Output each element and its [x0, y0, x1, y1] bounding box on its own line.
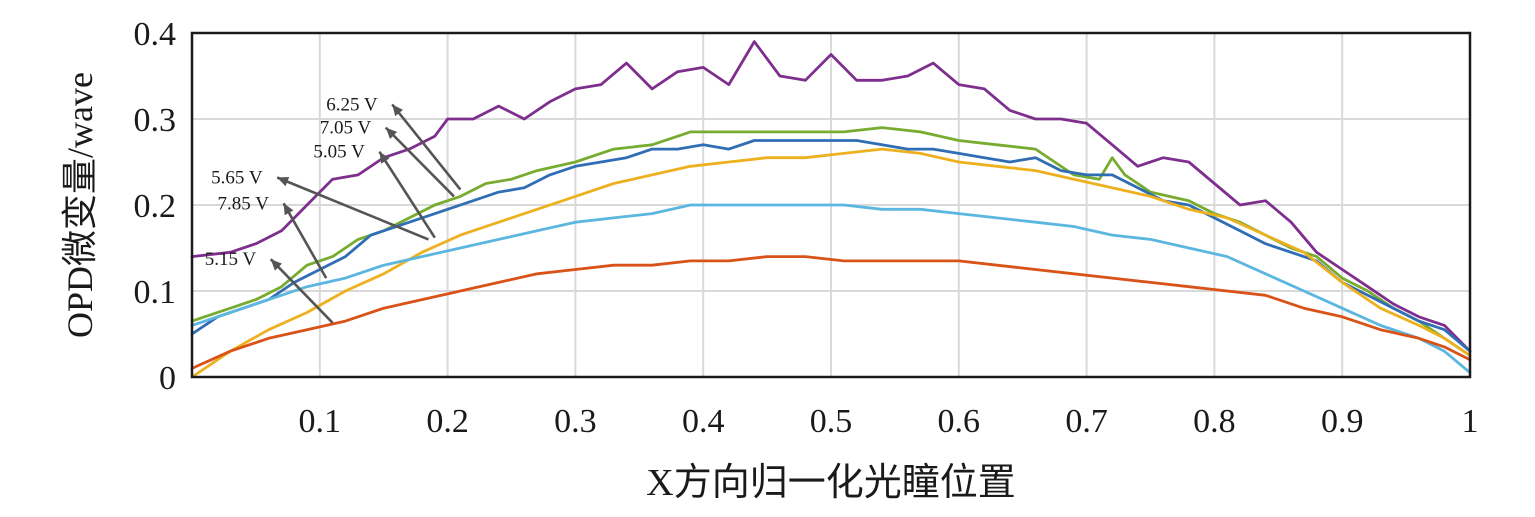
- annotation-arrow: [378, 150, 436, 239]
- x-tick-label: 0.6: [938, 403, 981, 440]
- plot-frame: [190, 31, 1472, 379]
- series-line-6-25-v: [190, 40, 1472, 353]
- annotation-arrow: [276, 176, 429, 241]
- y-tick-label: 0.3: [134, 102, 177, 139]
- series-line-5-15-v: [190, 255, 1472, 370]
- series-line-7-85-v: [190, 203, 1472, 375]
- annotation-arrowhead: [392, 104, 403, 117]
- x-tick-label: 1: [1462, 403, 1479, 440]
- y-tick-labels: 0 0.1 0.2 0.3 0.4: [134, 16, 177, 397]
- x-tick-labels: 0.1 0.2 0.3 0.4 0.5 0.6 0.7 0.8 0.9 1: [299, 403, 1479, 440]
- y-tick-label: 0.2: [134, 188, 177, 225]
- x-tick-label: 0.5: [810, 403, 853, 440]
- annotation-arrowhead: [379, 151, 390, 164]
- annotation-arrowhead: [283, 203, 294, 216]
- y-tick-label: 0.1: [134, 274, 177, 311]
- series-lines: [190, 40, 1472, 379]
- annotation-arrow: [269, 258, 334, 324]
- x-tick-label: 0.8: [1193, 403, 1236, 440]
- annotation-arrow: [384, 126, 455, 198]
- x-tick-label: 0.1: [299, 403, 342, 440]
- y-tick-label: 0.4: [134, 16, 177, 53]
- annotation-arrow: [391, 103, 462, 191]
- x-tick-label: 0.4: [682, 403, 725, 440]
- annotation-arrowhead: [277, 177, 290, 187]
- annotation-arrowhead: [385, 127, 398, 139]
- annotation-arrow: [282, 202, 328, 279]
- annotation-label: 7.85 V: [218, 193, 270, 214]
- annotations: 6.25 V 7.05 V 5.05 V 5.65 V 7.85 V 5.15 V: [205, 94, 462, 324]
- series-line-5-05-v: [190, 139, 1472, 353]
- y-axis-title: OPD微变量/wave: [60, 72, 100, 338]
- x-tick-label: 0.9: [1321, 403, 1364, 440]
- annotation-label: 6.25 V: [326, 94, 378, 115]
- annotation-label: 5.65 V: [211, 168, 263, 189]
- x-axis-title: X方向归一化光瞳位置: [646, 462, 1015, 504]
- annotation-label: 5.15 V: [205, 249, 257, 270]
- annotation-label: 5.05 V: [313, 142, 365, 163]
- annotation-label: 7.05 V: [320, 118, 372, 139]
- x-tick-label: 0.2: [426, 403, 469, 440]
- x-tick-label: 0.7: [1065, 403, 1108, 440]
- annotation-arrowhead: [270, 259, 282, 271]
- y-tick-label: 0: [159, 360, 176, 397]
- x-tick-label: 0.3: [554, 403, 597, 440]
